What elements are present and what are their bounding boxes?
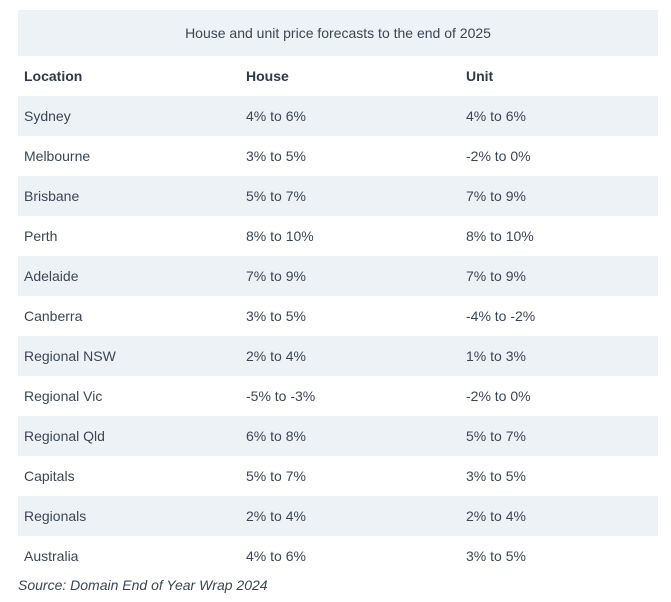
- unit-cell: 3% to 5%: [460, 456, 658, 496]
- table-body: Sydney 4% to 6% 4% to 6% Melbourne 3% to…: [18, 96, 658, 576]
- house-cell: 5% to 7%: [240, 176, 460, 216]
- house-cell: 3% to 5%: [240, 296, 460, 336]
- table-row: Adelaide 7% to 9% 7% to 9%: [18, 256, 658, 296]
- forecast-table-container: House and unit price forecasts to the en…: [18, 10, 658, 576]
- location-cell: Canberra: [18, 296, 240, 336]
- header-house: House: [240, 56, 460, 96]
- location-cell: Regionals: [18, 496, 240, 536]
- unit-cell: 7% to 9%: [460, 256, 658, 296]
- unit-cell: 7% to 9%: [460, 176, 658, 216]
- location-cell: Adelaide: [18, 256, 240, 296]
- unit-cell: -2% to 0%: [460, 376, 658, 416]
- unit-cell: 1% to 3%: [460, 336, 658, 376]
- location-cell: Capitals: [18, 456, 240, 496]
- house-cell: 2% to 4%: [240, 336, 460, 376]
- unit-cell: 2% to 4%: [460, 496, 658, 536]
- location-cell: Brisbane: [18, 176, 240, 216]
- table-row: Regional Qld 6% to 8% 5% to 7%: [18, 416, 658, 456]
- house-cell: 7% to 9%: [240, 256, 460, 296]
- unit-cell: 4% to 6%: [460, 96, 658, 136]
- table-row: Canberra 3% to 5% -4% to -2%: [18, 296, 658, 336]
- unit-cell: -2% to 0%: [460, 136, 658, 176]
- location-cell: Regional Qld: [18, 416, 240, 456]
- unit-cell: -4% to -2%: [460, 296, 658, 336]
- house-cell: 4% to 6%: [240, 536, 460, 576]
- table-caption: House and unit price forecasts to the en…: [18, 10, 658, 56]
- house-cell: 8% to 10%: [240, 216, 460, 256]
- table-header: Location House Unit: [18, 56, 658, 96]
- house-cell: 2% to 4%: [240, 496, 460, 536]
- location-cell: Perth: [18, 216, 240, 256]
- table-row: Sydney 4% to 6% 4% to 6%: [18, 96, 658, 136]
- location-cell: Sydney: [18, 96, 240, 136]
- header-unit: Unit: [460, 56, 658, 96]
- location-cell: Regional NSW: [18, 336, 240, 376]
- header-row: Location House Unit: [18, 56, 658, 96]
- house-cell: 4% to 6%: [240, 96, 460, 136]
- table-row: Perth 8% to 10% 8% to 10%: [18, 216, 658, 256]
- unit-cell: 8% to 10%: [460, 216, 658, 256]
- table-row: Melbourne 3% to 5% -2% to 0%: [18, 136, 658, 176]
- unit-cell: 5% to 7%: [460, 416, 658, 456]
- house-cell: 3% to 5%: [240, 136, 460, 176]
- house-cell: 6% to 8%: [240, 416, 460, 456]
- unit-cell: 3% to 5%: [460, 536, 658, 576]
- house-cell: -5% to -3%: [240, 376, 460, 416]
- house-cell: 5% to 7%: [240, 456, 460, 496]
- table-row: Capitals 5% to 7% 3% to 5%: [18, 456, 658, 496]
- location-cell: Melbourne: [18, 136, 240, 176]
- source-note: Source: Domain End of Year Wrap 2024: [18, 577, 268, 593]
- forecast-table: Location House Unit Sydney 4% to 6% 4% t…: [18, 56, 658, 576]
- table-row: Regional Vic -5% to -3% -2% to 0%: [18, 376, 658, 416]
- location-cell: Regional Vic: [18, 376, 240, 416]
- table-row: Brisbane 5% to 7% 7% to 9%: [18, 176, 658, 216]
- location-cell: Australia: [18, 536, 240, 576]
- table-row: Australia 4% to 6% 3% to 5%: [18, 536, 658, 576]
- header-location: Location: [18, 56, 240, 96]
- table-row: Regionals 2% to 4% 2% to 4%: [18, 496, 658, 536]
- table-row: Regional NSW 2% to 4% 1% to 3%: [18, 336, 658, 376]
